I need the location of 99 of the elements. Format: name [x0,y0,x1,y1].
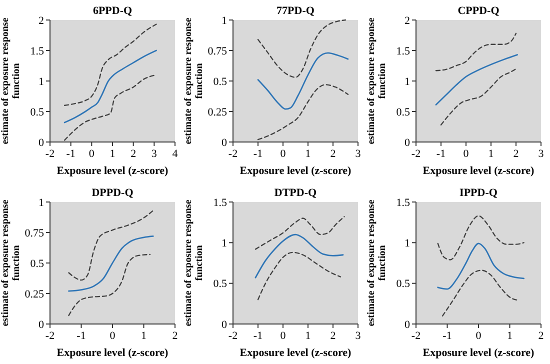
x-tick-label: -1 [436,148,446,160]
x-tick-label: 4 [172,148,178,160]
line-series [68,210,154,281]
line-series [64,50,157,124]
chart-title: 77PD-Q [276,5,315,17]
x-tick-label: 3 [538,148,544,160]
y-tick-label: 0 [38,318,44,331]
y-tick-label: 0.5 [396,278,410,290]
line-series [257,84,349,140]
x-tick-label: -1 [442,330,452,342]
x-tick-label: 0 [280,148,286,160]
y-tick-label: 0.75 [24,227,44,240]
x-axis-title: Exposure level (z-score) [56,347,169,359]
y-tick-label: 0.25 [208,106,228,118]
x-tick-label: -2 [45,148,55,160]
line-series [437,242,525,290]
y-tick-label: 1.5 [396,45,410,58]
y-tick-label: 1 [404,76,410,88]
x-tick-label: 3 [355,148,362,160]
y-tick-label: 0 [38,136,44,149]
y-tick-label: 0.5 [213,278,228,290]
x-tick-label: 1 [305,330,311,342]
y-tick-label: 1.5 [396,196,410,209]
line-series [435,54,518,106]
y-tick-label: 0 [222,136,228,149]
x-tick-label: 2 [172,330,178,342]
y-tick-label: 1 [38,196,44,209]
line-series [440,68,517,126]
line-series [257,252,342,300]
x-axis-title: Exposure level (z-score) [240,165,352,177]
x-axis-title: Exposure level (z-score) [422,165,535,177]
x-tick-label: 0 [476,330,482,342]
x-tick-label: 0 [463,148,470,160]
x-tick-label: 2 [330,330,336,342]
line-series [254,216,345,250]
chart-title: CPPD-Q [458,5,500,17]
y-tick-label: 0.5 [396,106,410,118]
y-tick-label: 0 [222,318,228,331]
y-axis-title: estimate of exposure response function [366,199,388,326]
chart-title: DTPD-Q [274,187,318,199]
line-series [64,24,157,106]
x-tick-label: -1 [76,330,86,342]
x-tick-label: -2 [411,148,421,160]
x-tick-label: 2 [330,148,336,160]
line-series [64,74,157,141]
y-tick-label: 1 [404,238,410,250]
y-tick-label: 1.5 [213,196,228,209]
y-tick-label: 1.5 [30,45,44,58]
y-tick-label: 0.5 [213,76,228,88]
x-tick-label: -1 [66,148,76,160]
line-series [254,234,344,278]
x-tick-label: 2 [130,148,136,160]
chart-title: IPPD-Q [460,187,498,199]
chart-title: 6PPD-Q [92,5,132,17]
x-tick-label: -2 [411,330,421,342]
y-axis-title: estimate of exposure response function [366,17,388,144]
x-tick-label: -1 [253,330,263,342]
y-axis-title: estimate of exposure response function [183,199,205,326]
x-tick-label: 1 [305,148,311,160]
x-axis-title: Exposure level (z-score) [56,165,169,177]
x-tick-label: 3 [355,330,362,342]
line-series [257,52,349,110]
x-tick-label: 1 [141,330,146,342]
x-tick-label: 0 [280,330,286,342]
y-tick-label: 0.25 [24,288,44,300]
y-axis-title: estimate of exposure response function [183,17,205,144]
y-axis-title: estimate of exposure response function [0,17,22,144]
y-tick-label: 0 [404,136,410,149]
x-tick-label: -2 [228,148,238,160]
x-tick-label: 0 [88,148,95,160]
y-tick-label: 0.5 [30,106,44,118]
x-tick-label: 3 [151,148,158,160]
line-series [437,215,524,260]
y-tick-label: 0 [404,318,410,331]
y-tick-label: 0.5 [30,258,44,270]
x-tick-label: 0 [110,330,116,342]
y-tick-label: 1 [222,14,227,27]
y-tick-label: 2 [38,14,44,27]
x-axis-title: Exposure level (z-score) [240,347,352,359]
x-axis-title: Exposure level (z-score) [422,347,535,359]
x-tick-label: 1 [488,148,494,160]
y-tick-label: 0.75 [208,45,228,58]
x-tick-label: -1 [253,148,263,160]
x-tick-label: 2 [513,148,519,160]
x-tick-label: 1 [507,330,512,342]
line-series [442,270,520,316]
chart-title: DPPD-Q [92,187,134,199]
y-tick-label: 1 [38,76,44,88]
line-series [68,235,154,292]
x-tick-label: -2 [45,330,55,342]
y-tick-label: 2 [404,14,410,27]
x-tick-label: 1 [110,148,116,160]
line-series [68,254,151,316]
x-tick-label: 2 [538,330,544,342]
y-axis-title: estimate of exposure response function [0,199,22,326]
line-series [435,32,517,72]
x-tick-label: -2 [228,330,238,342]
line-series [257,19,346,78]
y-tick-label: 1 [222,238,227,250]
